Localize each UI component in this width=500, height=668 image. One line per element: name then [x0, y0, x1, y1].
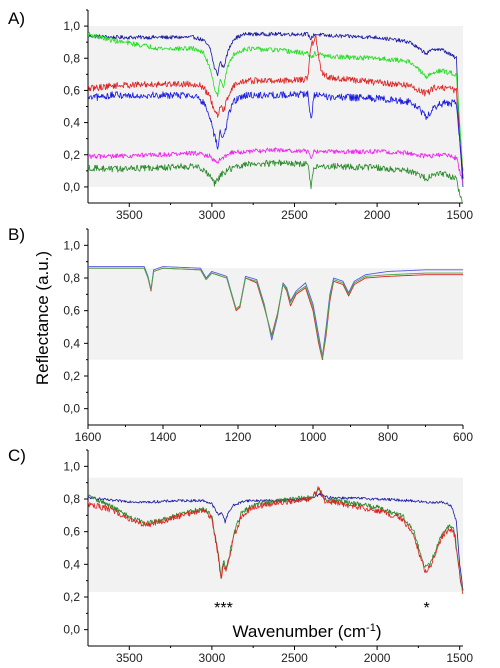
panel-a-x-tick-label: 2000: [364, 208, 391, 222]
panel-b-y-tick-label: 1,0: [63, 238, 80, 252]
panel-b-x-tick-label: 1000: [300, 430, 327, 444]
panel-a-x-tick-label: 2500: [281, 208, 308, 222]
panel-a-series-1-line: [88, 31, 464, 187]
panel-b-y-tick-label: 0,0: [63, 402, 80, 416]
panel-a-series-2-line: [88, 31, 464, 171]
panel-c: C) 0,0 0,2 0,4 0,6 0,8 1,0 3500 3000 2500 2000 150…: [8, 446, 473, 665]
panel-b-x-tick-label: 800: [378, 430, 398, 444]
panel-a-series-4-line: [88, 90, 464, 179]
panel-c-label: C): [8, 446, 26, 465]
panel-c-x-tick-label: 3500: [116, 651, 143, 665]
panel-b-y-tick-label: 0,8: [63, 271, 80, 285]
panel-c-x-tick-label: 1500: [446, 651, 473, 665]
panel-b-x-tick-label: 1600: [75, 430, 102, 444]
panel-a-x-tick-label: 3500: [116, 208, 143, 222]
panel-c-y-tick-label: 0,0: [63, 623, 80, 637]
panel-b-y-tick-label: 0,6: [63, 304, 80, 318]
panel-a-label: A): [8, 9, 25, 28]
x-axis-title: Wavenumber (cm-1): [233, 622, 382, 641]
y-axis-title: Reflectance (a.u.): [33, 251, 52, 385]
panel-a-y-tick-label: 0,6: [63, 83, 80, 97]
panel-c-peak-marker: *: [424, 600, 430, 617]
panel-c-y-tick-label: 0,6: [63, 525, 80, 539]
panel-a-series-3-line: [88, 35, 464, 179]
panel-c-x-tick-label: 2500: [281, 651, 308, 665]
panel-b-x-tick-label: 600: [453, 430, 473, 444]
panel-a: A) 0,0 0,2 0,4 0,6 0,8 1,0 3500 3000 2500 2000 150…: [8, 9, 473, 222]
panel-c-peak-marker: ***: [214, 600, 233, 617]
panel-a-y-tick-label: 0,0: [63, 180, 80, 194]
panel-c-x-tick-label: 2000: [364, 651, 391, 665]
panel-c-x-tick-label: 3000: [199, 651, 226, 665]
panel-b-x-tick-label: 1400: [150, 430, 177, 444]
panel-b: B) 0,0 0,2 0,4 0,6 0,8 1,0 1600 1400 1200 1000 800…: [8, 225, 473, 444]
panel-b-series-3-line: [88, 267, 463, 359]
panel-c-y-tick-label: 0,8: [63, 492, 80, 506]
panel-a-y-tick-label: 0,4: [63, 116, 80, 130]
panel-b-x-tick-label: 1200: [225, 430, 252, 444]
panel-a-shaded-band: [88, 26, 463, 187]
panel-c-y-tick-label: 0,4: [63, 557, 80, 571]
panel-b-y-tick-label: 0,4: [63, 336, 80, 350]
panel-b-label: B): [8, 225, 25, 244]
panel-a-series-6-line: [88, 159, 463, 203]
panel-a-x-tick-label: 1500: [446, 208, 473, 222]
panel-c-shaded-band: [88, 477, 463, 593]
panel-b-y-tick-label: 0,2: [63, 369, 80, 383]
panel-a-series-5-line: [88, 147, 464, 184]
x-axis-title-tail: ): [376, 622, 382, 641]
x-axis-title-exp: -1: [366, 622, 376, 634]
panel-c-y-tick-label: 1,0: [63, 459, 80, 473]
panel-c-series-3-line: [88, 486, 464, 595]
panel-a-y-tick-label: 0,8: [63, 51, 80, 65]
panel-b-shaded-band: [88, 268, 463, 360]
panel-a-y-tick-label: 0,2: [63, 148, 80, 162]
panel-a-x-tick-label: 3000: [199, 208, 226, 222]
panel-c-y-tick-label: 0,2: [63, 590, 80, 604]
panel-a-y-tick-label: 1,0: [63, 19, 80, 33]
x-axis-title-base: Wavenumber (cm: [233, 622, 367, 641]
